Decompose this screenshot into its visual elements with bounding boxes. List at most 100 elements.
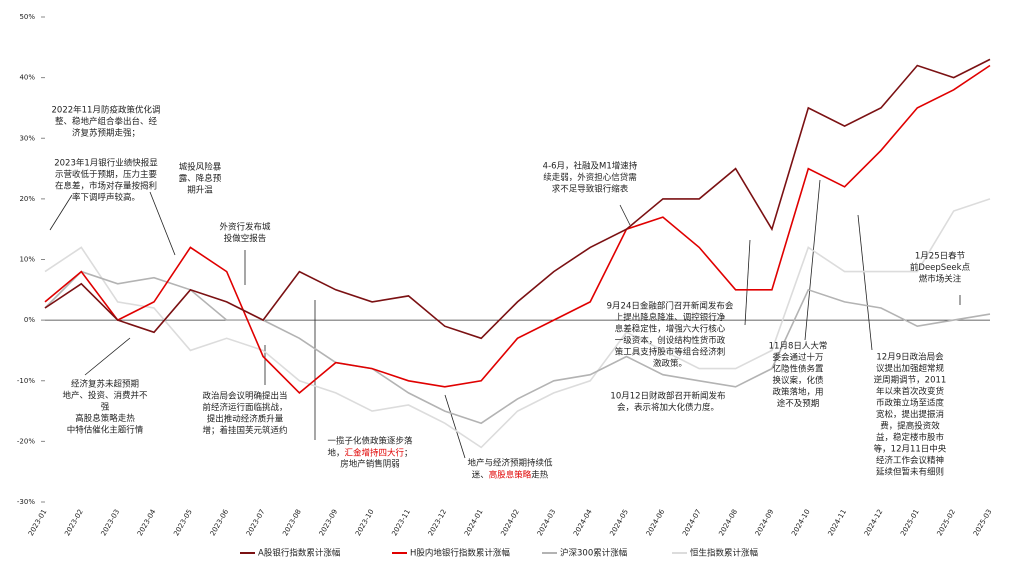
x-tick-label: 2023-07 — [245, 508, 267, 537]
x-tick-label: 2023-06 — [209, 508, 231, 538]
annotation-line: 整、稳地产组合拳出台、经 — [55, 116, 158, 127]
series-line — [44, 64, 991, 394]
annotation-line: 年以来首次改变货 — [876, 386, 945, 397]
series-line — [44, 58, 991, 340]
annotation-span: ； — [404, 448, 413, 458]
annotation-line: 期升温 — [187, 185, 213, 196]
annotation-line: 2023年1月银行业绩快报显 — [54, 158, 158, 169]
x-tick-label: 2023-12 — [427, 508, 449, 537]
annotation-line: 增；着挂国芙元筑适约 — [202, 425, 287, 436]
y-tick-label: 30% — [19, 134, 35, 142]
x-tick-label: 2023-10 — [354, 508, 376, 537]
x-tick-label: 2024-09 — [754, 508, 776, 537]
annotation-line: 在息差，市场对存量按揭利 — [55, 181, 157, 192]
x-tick-label: 2024-06 — [645, 508, 667, 538]
annotation-line: 4-6月，社融及M1增速持 — [543, 161, 638, 172]
annotation-line: 露、降息预 — [179, 173, 222, 184]
x-tick-label: 2023-11 — [390, 508, 412, 537]
x-tick-label: 2024-07 — [681, 508, 703, 537]
annotation-line: 逆周期调节，2011 — [874, 375, 947, 386]
x-tick-label: 2023-08 — [281, 508, 303, 537]
x-tick-label: 2023-02 — [63, 508, 85, 537]
annotation-span: 高股息策略 — [489, 469, 532, 480]
annotation-line: 一揽子化债政策逐步落 — [327, 436, 413, 447]
y-tick-label: 0% — [24, 316, 35, 324]
annotation-line: 亿隐性债务置 — [772, 364, 824, 375]
annotation-line: 益，稳定楼市股市 — [876, 432, 945, 443]
x-tick-label: 2025-02 — [936, 508, 958, 537]
legend-label: 沪深300累计涨幅 — [560, 548, 628, 559]
x-tick-label: 2024-11 — [827, 508, 849, 537]
annotation-line: 强 — [101, 403, 110, 413]
annotation-line: 延续但暂未有细则 — [876, 467, 944, 478]
annotation-line: 济复苏预期走强； — [72, 128, 140, 139]
series-line — [44, 198, 991, 449]
x-tick-label: 2024-12 — [863, 508, 885, 537]
legend-label: 恒生指数累计涨幅 — [690, 548, 759, 559]
annotation-line: 经济工作会议精神 — [876, 455, 944, 466]
annotation-line: 前经济运行面临挑战， — [202, 402, 287, 413]
legend-label: A股银行指数累计涨幅 — [258, 548, 341, 559]
annotation-line: 经济复苏未超预期 — [71, 379, 139, 390]
annotation-line: 率下调呼声较高。 — [72, 192, 140, 203]
y-tick-label: -30% — [17, 498, 35, 506]
x-tick-label: 2024-08 — [717, 508, 739, 537]
annotation-line: 燃市场关注 — [919, 274, 962, 285]
annotation-line: 等，12月11日中央 — [874, 444, 947, 455]
annotation-line: 9月24日金融部门召开新闻发布会 — [607, 301, 734, 312]
y-tick-label: -10% — [17, 377, 35, 385]
annotation-span: 汇金增持四大行 — [344, 447, 404, 458]
annotation-line: 前DeepSeek点 — [910, 262, 971, 273]
annotation-line: 换议案，化债 — [772, 375, 824, 386]
annotation-line: 政治局会议明确提出当 — [202, 391, 287, 402]
annotation-line: 息差稳定性，增强六大行核心 — [615, 324, 726, 335]
x-tick-label: 2025-01 — [899, 508, 921, 537]
annotation-line: 币政策立场至适度 — [876, 398, 945, 409]
annotation-line: 迷、高股息策略走热 — [472, 469, 549, 480]
annotation-line: 议提出加强超常规 — [876, 363, 945, 374]
annotation-line: 地产与经济预期持续低 — [467, 458, 553, 469]
x-tick-label: 2024-03 — [536, 508, 558, 537]
y-tick-label: 50% — [19, 13, 35, 21]
annotation-line: 一级资本，创设结构性货币政 — [615, 335, 726, 346]
annotation-line: 12月9日政治局会 — [876, 352, 944, 363]
legend-label: H股内地银行指数累计涨幅 — [410, 548, 510, 559]
annotation-line: 1月25日春节 — [915, 251, 966, 262]
annotation-span: 迷、 — [472, 469, 489, 480]
annotation-line: 激政策。 — [653, 358, 687, 369]
annotation-line: 11月8日人大常 — [769, 341, 828, 352]
y-tick-label: 10% — [19, 256, 35, 264]
annotation-line: 费，提高投资效 — [880, 421, 940, 432]
x-tick-label: 2023-04 — [136, 508, 158, 538]
annotation-line: 求不足导致银行缩表 — [552, 184, 629, 195]
x-tick-label: 2024-02 — [499, 508, 521, 537]
annotation-line: 投做空报告 — [224, 233, 267, 244]
annotation-line: 策工具支持股市等组合经济刺 — [615, 347, 726, 358]
annotation-line: 房地产销售阴弱 — [340, 459, 400, 470]
y-tick-label: 20% — [19, 195, 35, 203]
series-line — [44, 270, 991, 425]
x-tick-label: 2023-09 — [318, 508, 340, 537]
x-tick-label: 2023-05 — [172, 508, 194, 537]
x-tick-label: 2025-03 — [972, 508, 994, 537]
annotation-span: 走热 — [531, 469, 549, 480]
y-tick-label: -20% — [17, 437, 35, 445]
x-tick-label: 2024-04 — [572, 508, 594, 538]
annotation-line: 委会通过十万 — [772, 352, 823, 363]
annotation-line: 高股息策略走热 — [75, 413, 135, 424]
x-tick-label: 2024-10 — [790, 508, 812, 537]
annotation-line: 城投风险暴 — [179, 162, 222, 173]
x-tick-label: 2023-03 — [100, 508, 122, 537]
annotation-line: 会，表示将加大化债力度。 — [617, 402, 719, 413]
annotation-line: 宽松，提出提振消 — [876, 409, 944, 420]
annotation-span: 地， — [327, 447, 344, 458]
annotation-line: 续走弱，外资担心信贷需 — [543, 172, 637, 183]
annotation-line: 10月12日财政部召开新闻发布 — [610, 391, 725, 402]
annotation-line: 地，汇金增持四大行； — [327, 447, 412, 458]
annotation-line: 政策落地，用 — [772, 387, 823, 398]
annotation-line: 地产、投资、消费并不 — [62, 390, 148, 401]
annotation-line: 中特估催化主题行情 — [67, 425, 144, 436]
annotation-line: 提出推动经济质升量 — [207, 414, 284, 425]
annotation-line: 示营收低于预期，压力主要 — [55, 169, 158, 180]
